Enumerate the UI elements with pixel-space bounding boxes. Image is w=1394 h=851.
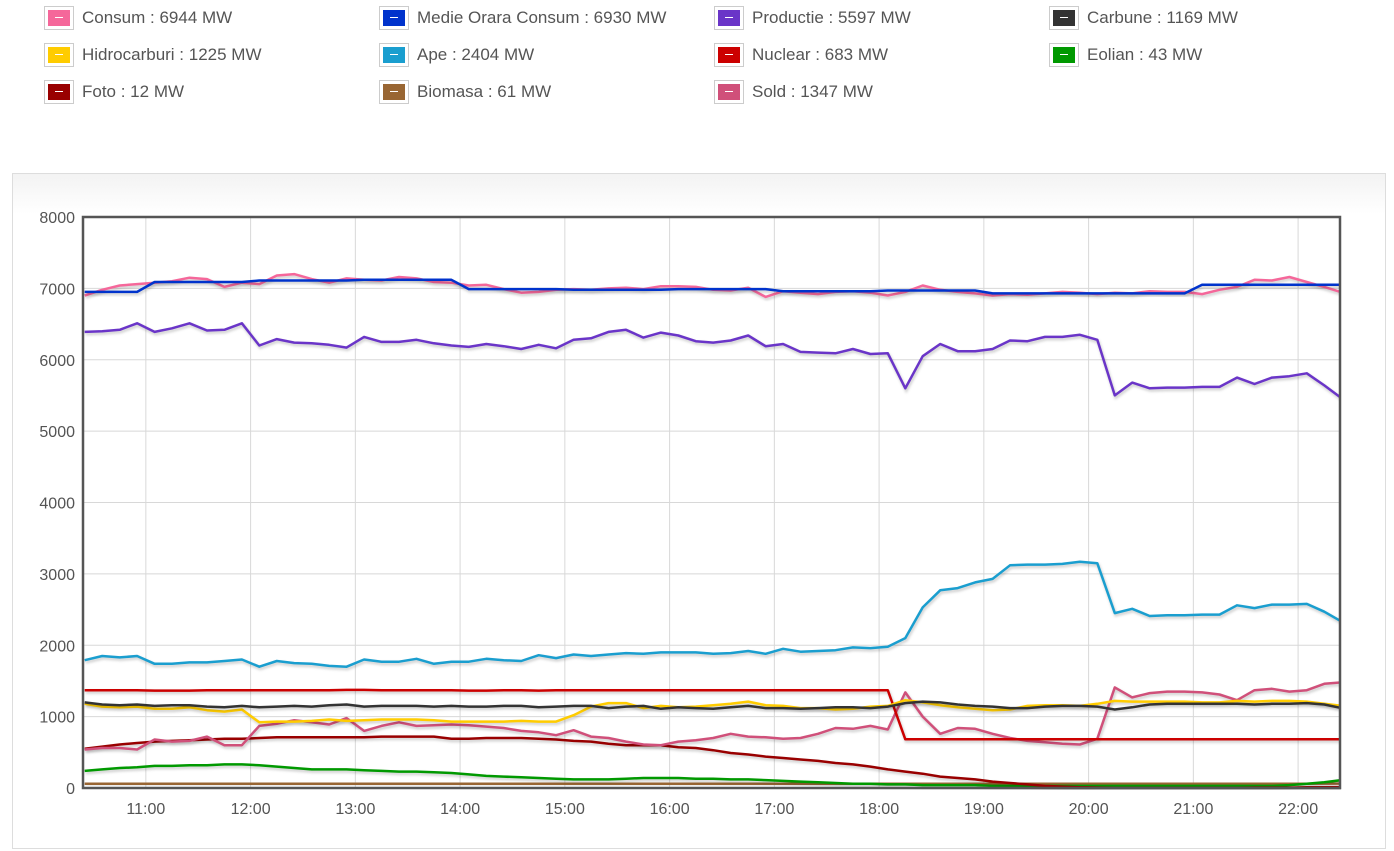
legend-swatch — [44, 6, 74, 30]
legend-item[interactable]: Eolian : 43 MW — [1049, 43, 1203, 67]
series-shadow-carbune — [85, 702, 1341, 714]
legend-label: Productie : 5597 MW — [752, 8, 911, 27]
x-tick-label: 15:00 — [545, 801, 585, 818]
legend-swatch — [1049, 6, 1079, 30]
plot-border — [81, 215, 1342, 790]
legend-swatch — [379, 80, 409, 104]
legend-swatch — [44, 80, 74, 104]
legend-swatch — [379, 43, 409, 67]
legend-label: Ape : 2404 MW — [417, 45, 535, 64]
x-tick-label: 22:00 — [1278, 801, 1318, 818]
series-line-nuclear[interactable] — [84, 688, 1342, 741]
y-tick-label: 5000 — [39, 424, 75, 441]
x-tick-label: 21:00 — [1173, 801, 1213, 818]
legend-swatch — [1049, 43, 1079, 67]
legend-label: Consum : 6944 MW — [82, 8, 233, 27]
series-shadow-foto — [85, 737, 1341, 790]
legend-item[interactable]: Sold : 1347 MW — [714, 80, 873, 104]
series-line-medie-orara-consum[interactable] — [84, 278, 1342, 295]
legend-label: Medie Orara Consum : 6930 MW — [417, 8, 667, 27]
x-tick-label: 17:00 — [754, 801, 794, 818]
legend-swatch — [44, 43, 74, 67]
series-shadow-ape — [85, 562, 1341, 671]
y-tick-label: 6000 — [39, 353, 75, 370]
y-tick-label: 3000 — [39, 567, 75, 584]
x-tick-label: 12:00 — [231, 801, 271, 818]
series-line-ape[interactable] — [84, 560, 1342, 668]
x-tick-label: 11:00 — [126, 801, 165, 818]
legend-item[interactable]: Biomasa : 61 MW — [379, 80, 552, 104]
y-tick-label: 2000 — [39, 638, 75, 655]
series-line-productie[interactable] — [84, 322, 1342, 399]
series-shadow-medie-orara-consum — [85, 280, 1341, 297]
legend-label: Foto : 12 MW — [82, 82, 185, 101]
legend-swatch — [714, 6, 744, 30]
legend-item[interactable]: Productie : 5597 MW — [714, 6, 911, 30]
series-line-carbune[interactable] — [84, 700, 1342, 711]
x-tick-label: 20:00 — [1069, 801, 1109, 818]
series-shadow-nuclear — [85, 690, 1341, 743]
series-line-hidrocarburi[interactable] — [84, 698, 1342, 724]
legend-label: Biomasa : 61 MW — [417, 82, 552, 101]
legend-item[interactable]: Ape : 2404 MW — [379, 43, 535, 67]
legend-swatch — [714, 43, 744, 67]
legend-item[interactable]: Carbune : 1169 MW — [1049, 6, 1238, 30]
series-line-sold[interactable] — [84, 681, 1342, 751]
legend-swatch — [379, 6, 409, 30]
legend-label: Sold : 1347 MW — [752, 82, 873, 101]
legend-item[interactable]: Consum : 6944 MW — [44, 6, 233, 30]
legend-swatch — [714, 80, 744, 104]
legend-item[interactable]: Medie Orara Consum : 6930 MW — [379, 6, 667, 30]
y-tick-label: 8000 — [39, 210, 75, 227]
series-line-eolian[interactable] — [84, 763, 1342, 788]
x-tick-label: 14:00 — [440, 801, 480, 818]
legend-item[interactable]: Foto : 12 MW — [44, 80, 185, 104]
y-tick-label: 0 — [66, 781, 75, 798]
legend-label: Hidrocarburi : 1225 MW — [82, 45, 262, 64]
y-tick-label: 1000 — [39, 710, 75, 727]
legend-label: Eolian : 43 MW — [1087, 45, 1203, 64]
legend: Consum : 6944 MW Medie Orara Consum : 693… — [0, 0, 1394, 120]
y-tick-label: 4000 — [39, 496, 75, 513]
y-tick-label: 7000 — [39, 281, 75, 298]
x-tick-label: 19:00 — [964, 801, 1004, 818]
legend-item[interactable]: Nuclear : 683 MW — [714, 43, 889, 67]
x-tick-label: 18:00 — [859, 801, 899, 818]
legend-label: Carbune : 1169 MW — [1087, 8, 1238, 27]
series-shadow-hidrocarburi — [85, 700, 1341, 726]
x-tick-label: 13:00 — [335, 801, 375, 818]
series-shadow-productie — [85, 323, 1341, 401]
x-tick-label: 16:00 — [650, 801, 690, 818]
legend-label: Nuclear : 683 MW — [752, 45, 889, 64]
legend-item[interactable]: Hidrocarburi : 1225 MW — [44, 43, 262, 67]
series-line-foto[interactable] — [84, 735, 1342, 788]
